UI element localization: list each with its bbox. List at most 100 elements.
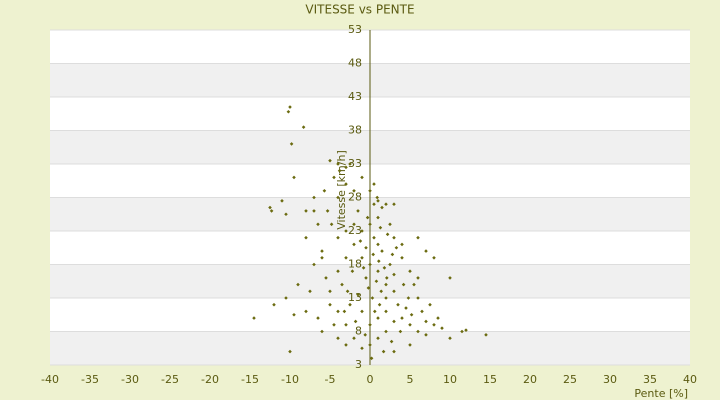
point <box>365 215 370 220</box>
point <box>401 282 406 287</box>
point <box>460 329 464 334</box>
x-tick-label: 20 <box>523 373 537 386</box>
x-tick-label: 10 <box>443 373 457 386</box>
point <box>372 182 376 186</box>
x-tick-label: 25 <box>563 373 577 386</box>
point <box>328 302 332 307</box>
x-tick-label: 40 <box>683 373 697 386</box>
point <box>296 282 300 287</box>
x-tick-label: -35 <box>81 373 99 386</box>
x-tick-label: -30 <box>121 373 139 386</box>
point <box>344 256 348 260</box>
point <box>376 199 380 203</box>
point <box>356 209 360 213</box>
point <box>384 329 388 334</box>
point <box>344 343 348 347</box>
point <box>408 343 412 347</box>
point <box>375 195 379 200</box>
y-tick-label: 53 <box>348 23 362 36</box>
point <box>358 239 363 243</box>
point <box>320 256 324 260</box>
point <box>360 346 364 351</box>
point <box>360 256 364 260</box>
point <box>374 279 379 284</box>
point <box>348 302 352 307</box>
point <box>384 282 388 287</box>
point <box>360 175 364 180</box>
x-tick-label: -5 <box>325 373 336 386</box>
point <box>312 262 316 267</box>
point <box>392 319 396 324</box>
point <box>316 222 320 227</box>
point <box>380 205 384 210</box>
point <box>269 209 274 213</box>
point <box>389 339 394 344</box>
point <box>392 289 396 294</box>
x-tick-label: -20 <box>201 373 219 386</box>
point <box>432 256 436 260</box>
point <box>448 336 452 340</box>
point <box>368 222 372 227</box>
y-tick-label: 18 <box>348 258 362 271</box>
x-tick-label: -15 <box>241 373 259 386</box>
point <box>381 349 386 354</box>
point <box>363 333 367 337</box>
point <box>396 302 400 307</box>
point <box>336 269 340 273</box>
point <box>348 162 352 166</box>
point <box>394 245 399 250</box>
y-tick-label: 13 <box>348 291 362 304</box>
point <box>312 195 316 200</box>
point <box>373 309 377 314</box>
point <box>324 276 328 280</box>
y-tick-label: 3 <box>355 358 362 371</box>
point <box>448 276 452 280</box>
point <box>370 296 375 300</box>
point <box>268 205 272 210</box>
point <box>424 319 428 324</box>
point <box>332 323 336 327</box>
point <box>385 232 390 237</box>
point <box>368 343 372 347</box>
x-tick-label: 35 <box>643 373 657 386</box>
point <box>424 333 428 337</box>
point <box>344 165 348 170</box>
point <box>336 309 340 314</box>
point <box>328 158 332 163</box>
point <box>377 302 382 307</box>
point <box>284 212 288 217</box>
point <box>432 323 436 327</box>
point <box>337 168 342 173</box>
x-tick-label: -10 <box>281 373 299 386</box>
x-tick-label: -25 <box>161 373 179 386</box>
point <box>364 276 368 280</box>
point <box>312 209 316 213</box>
point <box>342 309 347 314</box>
point <box>372 235 376 240</box>
point <box>379 289 383 294</box>
point <box>288 349 292 354</box>
point <box>329 222 334 227</box>
point <box>398 329 403 334</box>
point <box>360 229 364 233</box>
point <box>301 125 306 129</box>
y-tick-label: 38 <box>348 124 362 137</box>
point <box>416 276 420 280</box>
point <box>392 349 396 354</box>
point <box>384 296 388 300</box>
point <box>352 242 356 247</box>
point <box>289 142 294 146</box>
point <box>392 202 396 206</box>
point <box>320 329 324 334</box>
point <box>406 296 411 300</box>
point <box>390 252 395 257</box>
point <box>371 252 375 257</box>
point <box>392 235 396 240</box>
x-tick-label: 0 <box>367 373 374 386</box>
point <box>404 306 408 310</box>
point <box>352 189 356 193</box>
point <box>336 162 340 166</box>
point <box>376 242 380 247</box>
point <box>284 296 288 300</box>
point <box>416 235 420 240</box>
